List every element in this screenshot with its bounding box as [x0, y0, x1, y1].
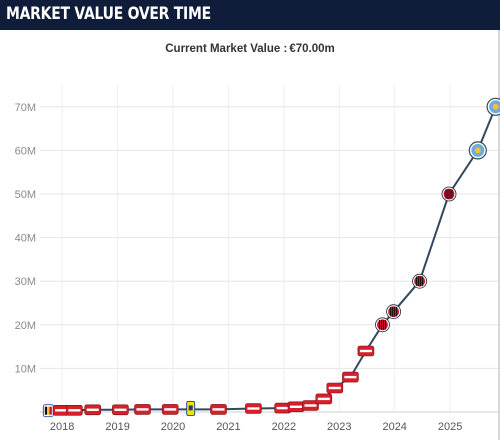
az-badge-icon	[134, 404, 151, 415]
y-tick-label: 20M	[15, 320, 36, 332]
data-point[interactable]	[375, 317, 390, 333]
y-tick-label: 10M	[15, 363, 36, 375]
milan-badge-icon	[412, 273, 428, 289]
data-point[interactable]	[342, 371, 359, 383]
x-tick-label: 2023	[327, 421, 351, 433]
data-point[interactable]	[386, 304, 402, 320]
data-point[interactable]	[357, 345, 375, 357]
data-point[interactable]	[84, 404, 101, 416]
az-badge-icon	[326, 382, 344, 394]
az-badge-icon	[245, 403, 262, 414]
city-badge-icon	[486, 97, 500, 116]
data-point[interactable]	[42, 404, 54, 418]
az-badge-icon	[84, 404, 101, 416]
az-badge-icon	[112, 404, 129, 416]
az-badge-icon	[357, 345, 375, 357]
x-tick-label: 2024	[382, 421, 406, 433]
y-axis: 10M 20M 30M 40M 50M 60M 70M	[15, 102, 36, 376]
y-tick-label: 50M	[15, 189, 36, 201]
data-point[interactable]	[468, 141, 487, 160]
y-tick-label: 40M	[15, 233, 36, 245]
current-market-value: Current Market Value : €70.00m	[0, 43, 500, 55]
y-tick-label: 30M	[15, 276, 36, 288]
y-tick-label: 60M	[15, 145, 36, 157]
az-badge-icon	[66, 404, 83, 416]
data-point[interactable]	[161, 404, 179, 415]
current-market-value-label: Current Market Value :	[165, 43, 288, 55]
x-tick-label: 2022	[272, 421, 296, 433]
city-badge-icon	[468, 141, 487, 160]
az-badge-icon	[210, 404, 227, 415]
panel-title: MARKET VALUE OVER TIME	[6, 4, 211, 24]
data-point[interactable]	[412, 273, 428, 289]
x-tick-label: 2020	[161, 421, 185, 433]
data-point[interactable]	[302, 400, 319, 411]
x-tick-label: 2021	[216, 421, 240, 433]
data-point[interactable]	[287, 401, 305, 413]
az-badge-icon	[315, 393, 333, 405]
x-tick-label: 2019	[105, 421, 129, 433]
x-tick-label: 2025	[438, 421, 462, 433]
union-badge-icon	[186, 400, 196, 416]
value-line-group	[48, 106, 497, 412]
data-point[interactable]	[210, 404, 227, 415]
az-badge-icon	[342, 371, 359, 383]
data-point[interactable]	[486, 97, 500, 116]
data-point[interactable]	[186, 400, 196, 416]
current-market-value-amount: €70.00m	[289, 43, 335, 55]
panel-header: MARKET VALUE OVER TIME	[0, 0, 500, 30]
az-badge-icon	[287, 401, 305, 413]
data-point[interactable]	[245, 403, 262, 414]
data-points	[42, 97, 500, 418]
milan-badge-icon	[386, 304, 402, 320]
milan-badge-icon	[441, 186, 457, 202]
data-point[interactable]	[315, 393, 333, 405]
x-tick-label: 2018	[50, 421, 74, 433]
chart-grid	[40, 85, 498, 413]
data-point[interactable]	[134, 404, 151, 415]
data-point[interactable]	[66, 404, 83, 416]
panel-border	[498, 30, 500, 440]
x-axis: 2018 2019 2020 2021 2022 2023 2024 2025	[50, 421, 462, 433]
data-point[interactable]	[441, 186, 457, 202]
y-tick-label: 70M	[15, 102, 36, 114]
az-badge-icon	[161, 404, 179, 415]
az-badge-icon	[302, 400, 319, 411]
market-value-line	[48, 106, 497, 412]
data-point[interactable]	[112, 404, 129, 416]
flag-badge-icon	[42, 404, 54, 418]
milan-badge-icon	[375, 317, 390, 333]
data-point[interactable]	[326, 382, 344, 394]
